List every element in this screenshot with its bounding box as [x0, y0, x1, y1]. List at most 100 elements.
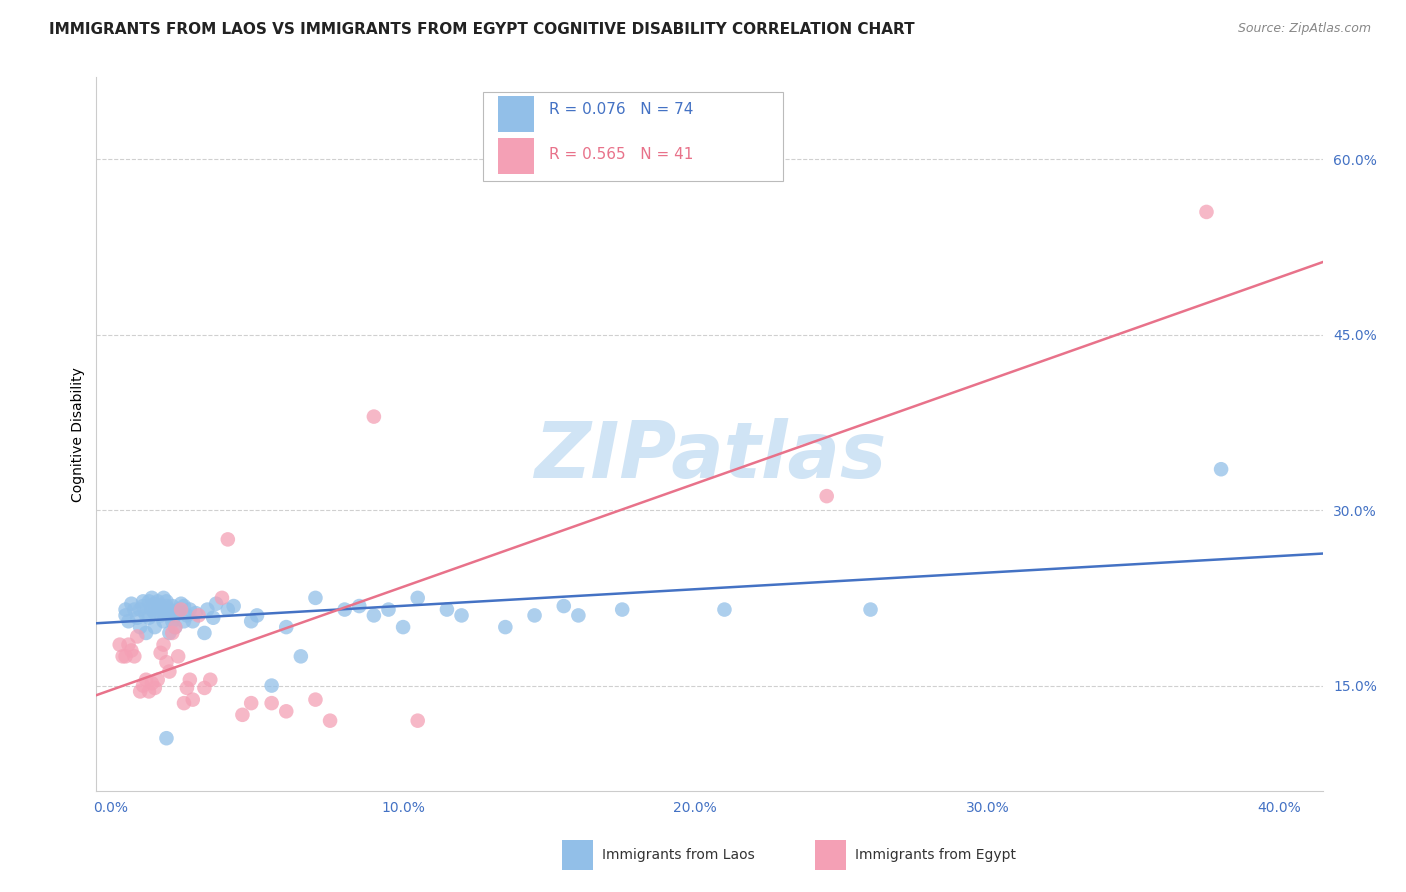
- Point: [181, 692, 204, 706]
- Point: [157, 602, 180, 616]
- Point: [114, 608, 136, 623]
- Point: [406, 591, 429, 605]
- Point: [363, 409, 385, 424]
- Point: [132, 594, 155, 608]
- Point: [114, 649, 136, 664]
- Point: [260, 696, 283, 710]
- Point: [152, 614, 174, 628]
- Point: [217, 602, 239, 616]
- Point: [124, 602, 146, 616]
- Point: [138, 684, 160, 698]
- Point: [124, 649, 146, 664]
- Point: [111, 649, 134, 664]
- Point: [195, 602, 218, 616]
- Point: [179, 602, 201, 616]
- Text: IMMIGRANTS FROM LAOS VS IMMIGRANTS FROM EGYPT COGNITIVE DISABILITY CORRELATION C: IMMIGRANTS FROM LAOS VS IMMIGRANTS FROM …: [49, 22, 915, 37]
- Text: Source: ZipAtlas.com: Source: ZipAtlas.com: [1237, 22, 1371, 36]
- Point: [146, 594, 169, 608]
- Point: [290, 649, 312, 664]
- Point: [108, 638, 131, 652]
- Point: [120, 597, 142, 611]
- Point: [155, 731, 177, 746]
- Point: [179, 673, 201, 687]
- Point: [276, 704, 298, 718]
- Y-axis label: Cognitive Disability: Cognitive Disability: [72, 367, 86, 501]
- Point: [167, 606, 190, 620]
- Point: [304, 692, 326, 706]
- Point: [170, 597, 193, 611]
- Point: [713, 602, 735, 616]
- Point: [135, 608, 157, 623]
- Point: [162, 599, 184, 613]
- FancyBboxPatch shape: [498, 96, 534, 132]
- FancyBboxPatch shape: [482, 92, 783, 181]
- Point: [138, 594, 160, 608]
- Point: [129, 684, 152, 698]
- Point: [494, 620, 516, 634]
- Point: [567, 608, 589, 623]
- Point: [127, 611, 149, 625]
- Point: [157, 626, 180, 640]
- Point: [120, 643, 142, 657]
- Point: [240, 696, 263, 710]
- Point: [141, 602, 163, 616]
- Point: [152, 602, 174, 616]
- Point: [231, 707, 253, 722]
- Point: [157, 608, 180, 623]
- Point: [523, 608, 546, 623]
- Point: [143, 606, 166, 620]
- Point: [143, 620, 166, 634]
- Point: [149, 646, 172, 660]
- Point: [165, 620, 187, 634]
- Point: [170, 602, 193, 616]
- Point: [859, 602, 882, 616]
- Point: [155, 655, 177, 669]
- Point: [1195, 205, 1218, 219]
- Point: [217, 533, 239, 547]
- Point: [276, 620, 298, 634]
- Point: [132, 679, 155, 693]
- Point: [187, 608, 209, 623]
- Point: [149, 608, 172, 623]
- Point: [165, 620, 187, 634]
- Point: [815, 489, 838, 503]
- Point: [363, 608, 385, 623]
- Point: [117, 614, 139, 628]
- Point: [181, 614, 204, 628]
- Point: [211, 591, 233, 605]
- Point: [138, 611, 160, 625]
- Point: [202, 611, 225, 625]
- Point: [222, 599, 245, 613]
- Point: [377, 602, 399, 616]
- Point: [167, 649, 190, 664]
- Point: [260, 679, 283, 693]
- Point: [129, 602, 152, 616]
- Point: [143, 681, 166, 695]
- Point: [176, 681, 198, 695]
- Point: [114, 602, 136, 616]
- Point: [176, 608, 198, 623]
- Point: [155, 594, 177, 608]
- Point: [152, 591, 174, 605]
- Point: [553, 599, 575, 613]
- Point: [184, 606, 207, 620]
- Point: [193, 681, 215, 695]
- Point: [304, 591, 326, 605]
- Point: [173, 696, 195, 710]
- Text: Immigrants from Laos: Immigrants from Laos: [602, 848, 755, 863]
- Point: [246, 608, 269, 623]
- FancyBboxPatch shape: [498, 138, 534, 174]
- Point: [165, 608, 187, 623]
- Point: [349, 599, 371, 613]
- Point: [135, 626, 157, 640]
- Point: [135, 673, 157, 687]
- Point: [157, 665, 180, 679]
- Point: [319, 714, 342, 728]
- Point: [141, 591, 163, 605]
- Point: [406, 714, 429, 728]
- Point: [162, 614, 184, 628]
- Text: ZIPatlas: ZIPatlas: [534, 417, 886, 493]
- Point: [162, 626, 184, 640]
- Point: [149, 599, 172, 613]
- Point: [173, 614, 195, 628]
